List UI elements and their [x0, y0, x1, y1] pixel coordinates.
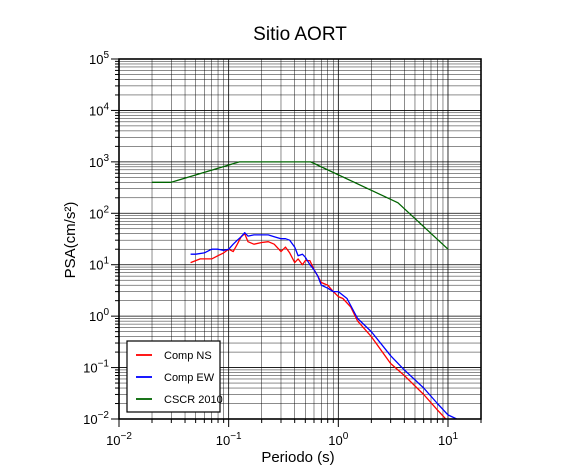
x-tick-label: 10−1	[216, 431, 242, 448]
y-tick-base: 10	[89, 155, 103, 170]
y-tick-exp: 0	[103, 307, 109, 318]
y-tick-base: 10	[89, 206, 103, 221]
x-tick-label: 10−2	[106, 431, 132, 448]
legend: Comp NS Comp EW CSCR 2010	[126, 340, 223, 413]
x-tick-base: 10	[328, 433, 342, 448]
x-tick-label: 100	[328, 431, 348, 448]
y-tick-exp: −1	[98, 359, 110, 370]
y-tick-label: 103	[89, 153, 109, 170]
y-tick-label: 101	[89, 256, 109, 273]
y-tick-label: 105	[89, 50, 109, 67]
y-tick-label: 102	[89, 204, 109, 221]
y-tick-label: 10−2	[83, 410, 109, 427]
y-tick-label: 100	[89, 307, 109, 324]
legend-label-1: Comp EW	[164, 372, 215, 384]
y-tick-exp: −2	[98, 410, 110, 421]
chart-title: Sitio AORT	[253, 24, 347, 45]
y-tick-base: 10	[89, 258, 103, 273]
y-tick-exp: 5	[103, 50, 109, 61]
x-axis-label: Periodo (s)	[261, 449, 334, 466]
y-axis-label: PSA(cm/s²)	[62, 202, 79, 279]
x-tick-exp: −1	[230, 431, 242, 442]
y-tick-exp: 2	[103, 204, 109, 215]
y-tick-label: 104	[89, 101, 109, 118]
series-line-0	[190, 233, 447, 419]
y-tick-base: 10	[89, 309, 103, 324]
legend-label-2: CSCR 2010	[164, 394, 223, 406]
x-tick-base: 10	[438, 433, 452, 448]
y-tick-base: 10	[89, 103, 103, 118]
series-line-1	[190, 232, 457, 419]
y-tick-base: 10	[83, 361, 97, 376]
x-tick-exp: 0	[343, 431, 349, 442]
x-tick-label: 101	[438, 431, 458, 448]
y-tick-exp: 4	[103, 101, 109, 112]
series-layer	[152, 161, 457, 419]
y-tick-exp: 1	[103, 256, 109, 267]
plot-frame	[118, 58, 482, 420]
x-tick-exp: −2	[121, 431, 133, 442]
legend-label-0: Comp NS	[164, 350, 212, 362]
y-tick-base: 10	[83, 412, 97, 427]
series-line-2	[152, 161, 449, 250]
y-tick-exp: 3	[103, 153, 109, 164]
x-tick-base: 10	[216, 433, 230, 448]
y-tick-label: 10−1	[83, 359, 109, 376]
x-tick-base: 10	[106, 433, 120, 448]
x-tick-exp: 1	[452, 431, 458, 442]
y-tick-base: 10	[89, 52, 103, 67]
